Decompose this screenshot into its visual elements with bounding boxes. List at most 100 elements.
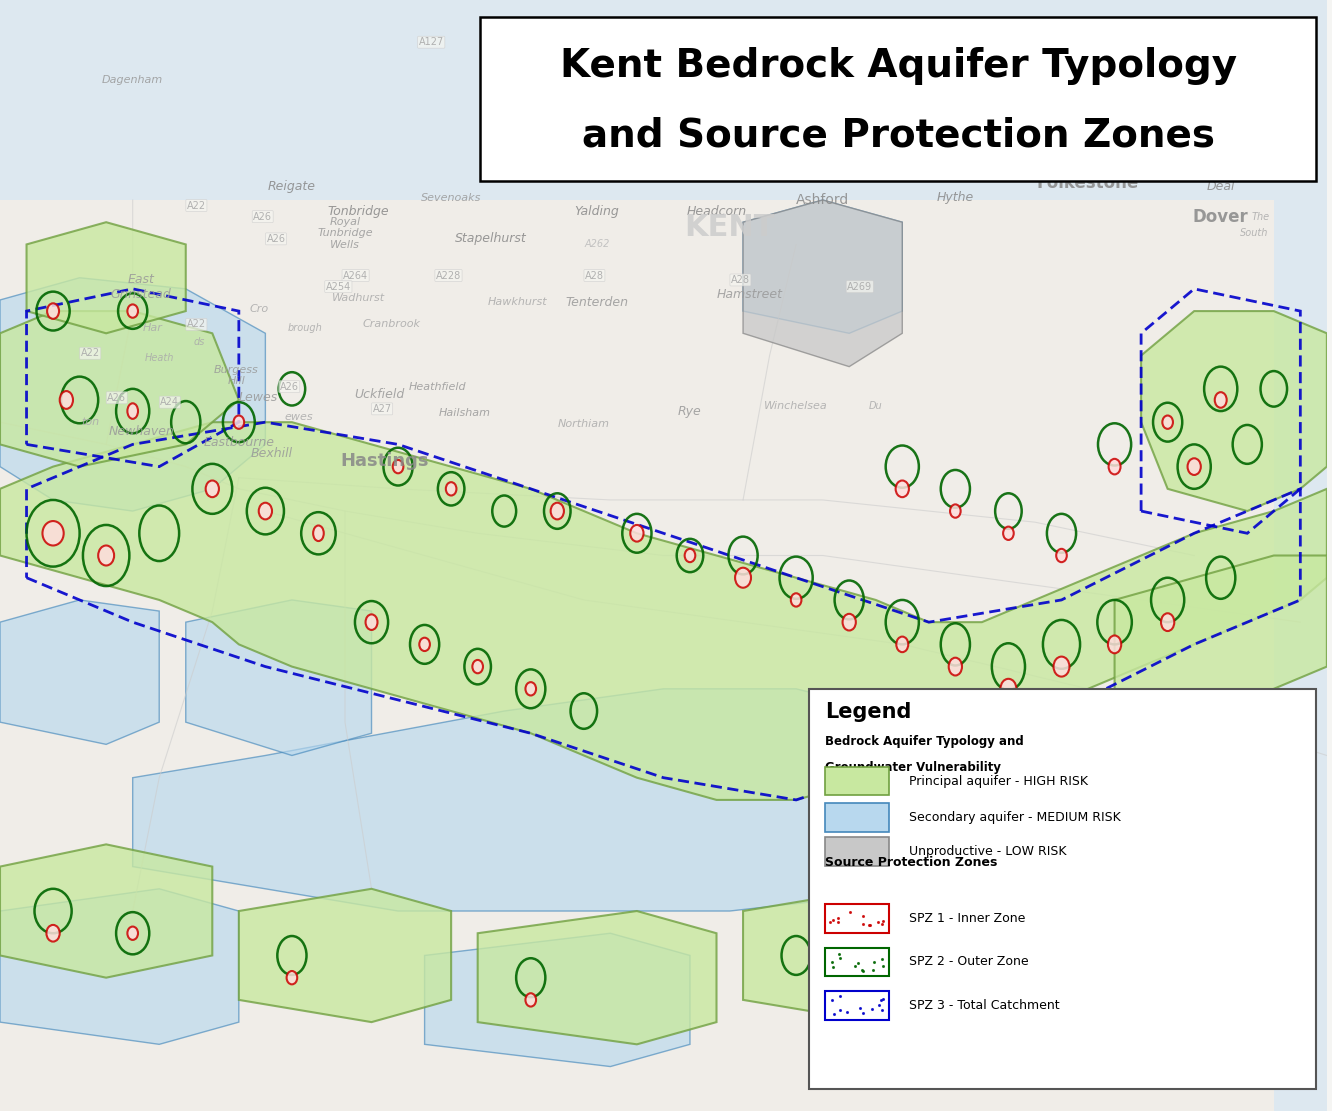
Text: Whitstable: Whitstable	[892, 124, 959, 138]
Ellipse shape	[47, 924, 60, 942]
Text: Bedrock Aquifer Typology and: Bedrock Aquifer Typology and	[826, 734, 1024, 748]
Ellipse shape	[233, 416, 244, 429]
Bar	[826, 948, 888, 977]
Text: A2500: A2500	[928, 111, 960, 122]
Text: Stapelhurst: Stapelhurst	[456, 232, 527, 246]
Ellipse shape	[550, 502, 563, 519]
Text: Eastbourne: Eastbourne	[204, 436, 274, 449]
Text: Grain
Island: Grain Island	[826, 94, 859, 117]
Ellipse shape	[948, 658, 962, 675]
Point	[848, 999, 870, 1017]
Point	[859, 915, 880, 933]
Ellipse shape	[1162, 613, 1175, 631]
Text: Rye: Rye	[678, 404, 702, 418]
Ellipse shape	[420, 638, 430, 651]
Text: A128: A128	[542, 37, 567, 48]
Point	[872, 957, 894, 974]
Ellipse shape	[525, 993, 535, 1007]
Ellipse shape	[1108, 459, 1120, 474]
Text: Sevenoaks: Sevenoaks	[421, 192, 481, 203]
Text: Unproductive - LOW RISK: Unproductive - LOW RISK	[908, 845, 1067, 858]
Point	[872, 990, 894, 1008]
Text: Rayleigh: Rayleigh	[484, 36, 538, 49]
Text: Source Protection Zones: Source Protection Zones	[826, 857, 998, 870]
Ellipse shape	[128, 403, 139, 419]
Ellipse shape	[205, 480, 218, 497]
Point	[871, 915, 892, 933]
Point	[872, 912, 894, 930]
Point	[863, 952, 884, 970]
Bar	[826, 903, 888, 932]
Polygon shape	[1142, 311, 1327, 511]
Ellipse shape	[365, 614, 377, 630]
Text: A22: A22	[186, 319, 206, 330]
Ellipse shape	[128, 304, 139, 318]
Text: Heathfield: Heathfield	[409, 381, 466, 392]
Text: ds: ds	[193, 337, 205, 348]
Point	[822, 958, 843, 975]
Text: Deal: Deal	[1207, 180, 1235, 193]
Polygon shape	[743, 200, 902, 333]
Text: Secondary aquifer - MEDIUM RISK: Secondary aquifer - MEDIUM RISK	[908, 811, 1120, 823]
Ellipse shape	[128, 927, 139, 940]
Ellipse shape	[446, 482, 457, 496]
Text: A22: A22	[81, 348, 100, 359]
Text: Yalding: Yalding	[574, 204, 619, 218]
Text: A28: A28	[767, 78, 786, 89]
Ellipse shape	[99, 546, 115, 565]
Text: Principal aquifer - HIGH RISK: Principal aquifer - HIGH RISK	[908, 774, 1088, 788]
Text: A1: A1	[1162, 33, 1173, 44]
Ellipse shape	[1000, 679, 1016, 699]
Text: A254: A254	[326, 281, 350, 292]
Text: A26: A26	[108, 392, 127, 403]
Point	[847, 954, 868, 972]
Text: Bro: Bro	[1264, 126, 1283, 137]
Text: Har: Har	[143, 322, 163, 333]
Point	[822, 953, 843, 971]
Ellipse shape	[1003, 527, 1014, 540]
Point	[852, 1004, 874, 1022]
Text: ewes: ewes	[284, 411, 313, 422]
Text: A264: A264	[344, 270, 368, 281]
Polygon shape	[1115, 556, 1327, 711]
Polygon shape	[0, 844, 212, 978]
Text: A22: A22	[186, 200, 206, 211]
Text: A26: A26	[280, 381, 298, 392]
Text: Hamstreet: Hamstreet	[717, 288, 783, 301]
Text: Northiam: Northiam	[558, 419, 610, 430]
Text: A28: A28	[585, 270, 603, 281]
Ellipse shape	[47, 303, 59, 319]
Bar	[826, 991, 888, 1020]
Polygon shape	[478, 911, 717, 1044]
Ellipse shape	[1108, 635, 1122, 653]
Text: Cro: Cro	[249, 303, 268, 314]
Text: Dover: Dover	[1193, 208, 1248, 226]
Point	[862, 1000, 883, 1018]
Ellipse shape	[1215, 392, 1227, 408]
Text: Sheerness: Sheerness	[972, 80, 1044, 93]
Ellipse shape	[313, 526, 324, 541]
Text: Winchelsea: Winchelsea	[765, 400, 829, 411]
Text: Ram: Ram	[1255, 143, 1287, 157]
Text: Tilbury: Tilbury	[542, 99, 585, 112]
Ellipse shape	[843, 613, 856, 631]
Polygon shape	[0, 278, 265, 511]
Ellipse shape	[1163, 416, 1173, 429]
Ellipse shape	[473, 660, 484, 673]
Text: Royal
Tunbridge
Wells: Royal Tunbridge Wells	[317, 217, 373, 250]
Point	[829, 944, 850, 962]
Ellipse shape	[258, 502, 272, 519]
Point	[871, 1001, 892, 1019]
Text: and Source Protection Zones: and Source Protection Zones	[582, 116, 1215, 154]
Text: Basildon: Basildon	[730, 62, 783, 76]
Text: SPZ 1 - Inner Zone: SPZ 1 - Inner Zone	[908, 912, 1026, 924]
Text: ton: ton	[81, 417, 100, 428]
Ellipse shape	[895, 480, 908, 497]
Ellipse shape	[393, 460, 404, 473]
Polygon shape	[1273, 200, 1327, 1111]
Polygon shape	[743, 889, 955, 1022]
Text: Kent Bedrock Aquifer Typology: Kent Bedrock Aquifer Typology	[559, 47, 1237, 86]
Ellipse shape	[43, 521, 64, 546]
Bar	[826, 767, 888, 795]
Text: East
Grinstead: East Grinstead	[111, 272, 170, 301]
